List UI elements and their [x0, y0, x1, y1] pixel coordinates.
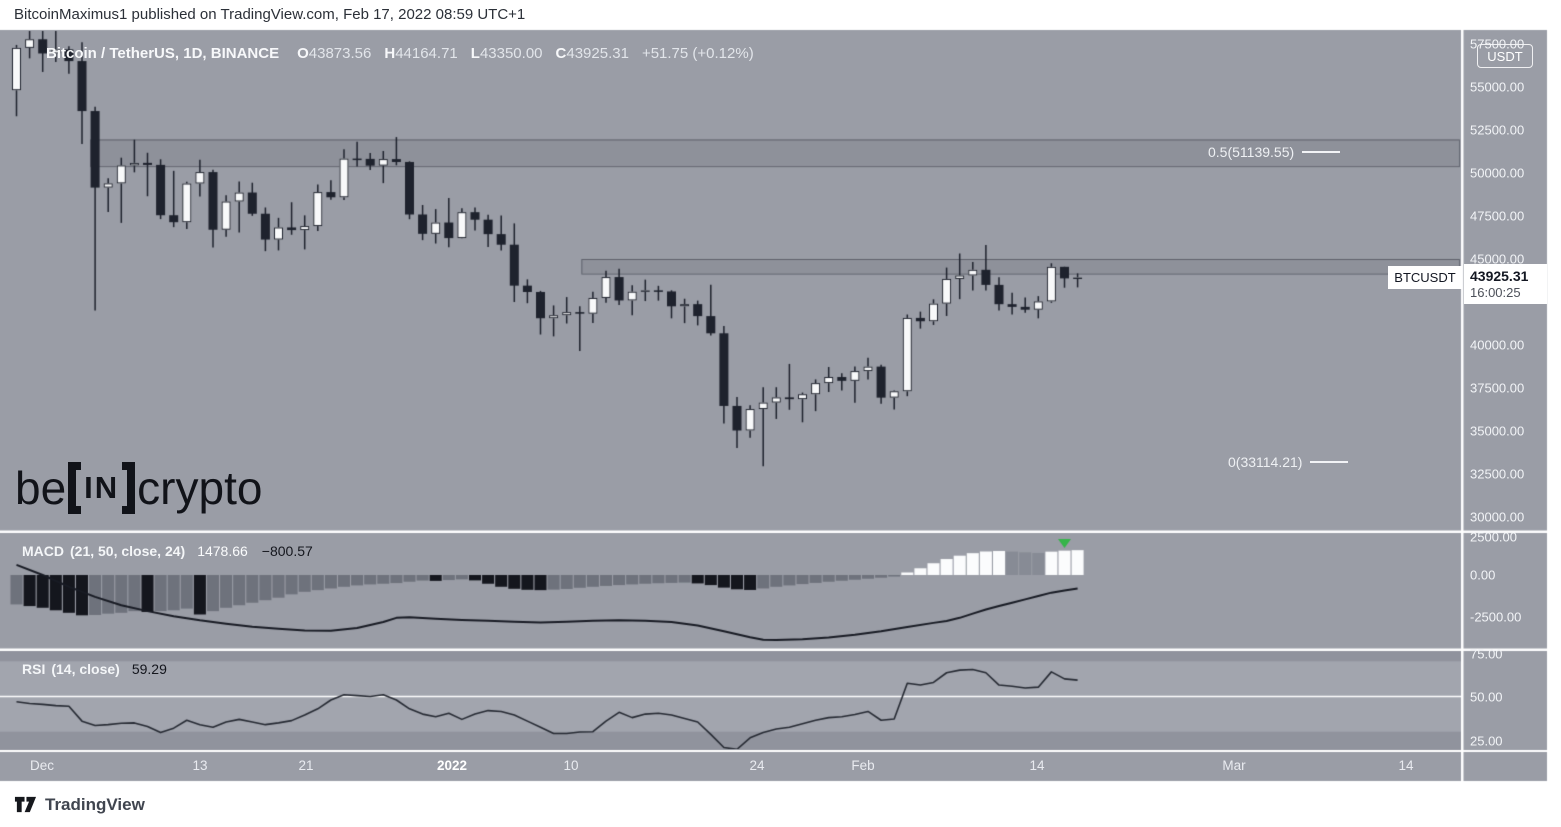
rsi-title: RSI: [22, 661, 46, 677]
time-axis-label: Feb: [851, 758, 875, 773]
price-axis-label: 52500.00: [1470, 122, 1525, 138]
rsi-axis-label: 25.00: [1470, 733, 1503, 748]
watermark-in: IN: [84, 470, 120, 505]
rsi-params: (14, close): [51, 661, 120, 677]
rsi-legend: RSI (14, close) 59.29: [22, 661, 167, 677]
open-label: O: [297, 45, 309, 62]
tradingview-logo-icon: [14, 796, 37, 813]
time-axis-label: 13: [192, 758, 208, 773]
time-axis-label: 24: [749, 758, 765, 773]
fib-dash-icon: [1310, 461, 1349, 463]
price-axis-label: 32500.00: [1470, 466, 1525, 482]
open-value: 43873.56: [308, 45, 372, 62]
macd-axis-label: -2500.00: [1470, 609, 1522, 625]
price-axis-label: 50000.00: [1470, 165, 1525, 181]
time-axis-label: 14: [1398, 758, 1414, 773]
chart-header: Bitcoin / TetherUS, 1D, BINANCE O 43873.…: [46, 45, 754, 62]
time-axis-label: 10: [563, 758, 579, 773]
last-price-label: 43925.31 16:00:25: [1464, 264, 1547, 304]
high-value: 44164.71: [395, 45, 458, 62]
publication-info: BitcoinMaximus1 published on TradingView…: [14, 6, 526, 23]
rsi-axis-label: 50.00: [1470, 689, 1503, 704]
symbol-price-flag: BTCUSDT: [1388, 266, 1462, 289]
beincrypto-watermark: be IN crypto: [15, 461, 262, 515]
currency-unit-button[interactable]: USDT: [1477, 44, 1533, 68]
macd-title: MACD: [22, 543, 64, 559]
time-axis-label: 14: [1029, 758, 1045, 773]
change-value: +51.75 (+0.12%): [641, 45, 754, 62]
last-price-value: 43925.31: [1470, 268, 1529, 284]
price-axis-label: 40000.00: [1470, 337, 1525, 353]
macd-histogram-value: 1478.66: [197, 543, 248, 559]
price-axis-label: 55000.00: [1470, 79, 1525, 95]
countdown-timer: 16:00:25: [1470, 285, 1521, 300]
time-axis-label: Mar: [1222, 758, 1246, 773]
symbol-title: Bitcoin / TetherUS, 1D, BINANCE: [46, 45, 280, 62]
macd-axis-label: 0.00: [1470, 567, 1496, 583]
price-axis-label: 57500.00: [1470, 36, 1525, 52]
price-axis-label: 35000.00: [1470, 423, 1525, 439]
tradingview-footer-link[interactable]: TradingView: [14, 793, 145, 816]
rsi-value: 59.29: [131, 661, 167, 677]
rsi-axis-label: 75.00: [1470, 646, 1503, 662]
close-label: C: [555, 45, 567, 62]
macd-legend: MACD (21, 50, close, 24) 1478.66 −800.57: [22, 543, 313, 559]
fib-level-0: 0(33114.21): [1228, 454, 1349, 470]
macd-signal-value: −800.57: [261, 543, 313, 559]
fib-level-05: 0.5(51139.55): [1208, 144, 1341, 160]
bracket-left-icon: [68, 462, 82, 514]
price-axis-label: 45000.00: [1470, 251, 1525, 267]
price-axis-label: 30000.00: [1470, 509, 1525, 525]
bracket-right-icon: [122, 462, 136, 514]
time-axis-label: Dec: [29, 758, 55, 773]
price-axis-label: 37500.00: [1470, 380, 1525, 396]
tradingview-brand: TradingView: [45, 794, 145, 814]
macd-params: (21, 50, close, 24): [70, 543, 186, 559]
close-value: 43925.31: [566, 45, 629, 62]
high-label: H: [384, 45, 396, 62]
price-axis-label: 47500.00: [1470, 208, 1525, 224]
fib-dash-icon: [1302, 151, 1341, 153]
watermark-crypto: crypto: [137, 462, 263, 514]
low-label: L: [470, 45, 480, 62]
beincrypto-logo-icon: IN: [68, 462, 136, 514]
macd-axis-label: 2500.00: [1470, 529, 1517, 545]
watermark-be: be: [15, 462, 67, 514]
low-value: 43350.00: [479, 45, 543, 62]
time-axis-label: 21: [298, 758, 314, 773]
time-axis-label: 2022: [436, 758, 468, 773]
